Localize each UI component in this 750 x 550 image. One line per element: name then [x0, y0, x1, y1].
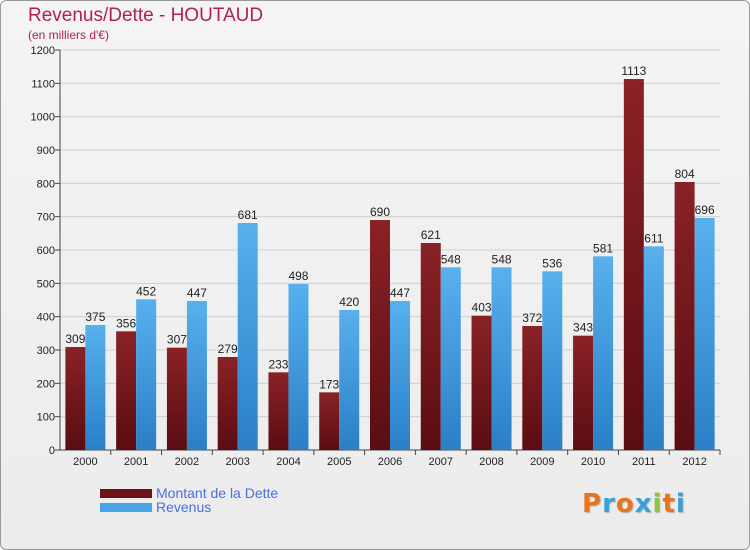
legend-label-revenus: Revenus: [156, 499, 212, 515]
y-tick-label: 1100: [31, 78, 55, 90]
data-label-dette: 690: [370, 205, 390, 219]
y-tick-label: 800: [37, 178, 55, 190]
bar-dette: [217, 357, 238, 450]
x-tick-label: 2011: [632, 456, 656, 468]
data-label-dette: 343: [573, 321, 593, 335]
x-tick-label: 2002: [175, 456, 199, 468]
data-label-dette: 173: [319, 377, 339, 391]
logo-letter: o: [615, 489, 635, 519]
x-tick-label: 2003: [225, 456, 249, 468]
bar-revenus: [186, 301, 207, 450]
y-tick-label: 0: [49, 445, 55, 457]
bar-dette: [471, 315, 492, 450]
logo-letter: i: [652, 489, 663, 519]
bar-dette: [573, 335, 594, 450]
x-tick-label: 2005: [327, 456, 351, 468]
data-label-revenus: 611: [644, 231, 663, 245]
bar-dette: [674, 182, 695, 450]
data-label-dette: 279: [218, 342, 238, 356]
bar-dette: [420, 243, 441, 450]
data-label-revenus: 447: [187, 286, 207, 300]
logo-letter: x: [634, 489, 653, 519]
data-label-dette: 804: [675, 167, 695, 181]
y-tick-label: 700: [37, 212, 55, 224]
data-label-revenus: 581: [593, 241, 613, 255]
y-tick-label: 500: [37, 278, 55, 290]
bar-revenus: [339, 310, 360, 450]
x-tick-label: 2008: [479, 456, 503, 468]
legend-swatch-dette: [100, 488, 152, 498]
data-label-revenus: 548: [492, 252, 512, 266]
y-tick-label: 100: [37, 412, 55, 424]
bar-revenus: [593, 256, 614, 450]
legend-item-revenus: Revenus: [100, 499, 278, 515]
bar-dette: [522, 326, 543, 450]
data-label-dette: 621: [421, 228, 441, 242]
y-tick-label: 300: [37, 345, 55, 357]
bar-dette: [370, 220, 390, 450]
bar-dette: [268, 372, 289, 450]
x-tick-label: 2009: [530, 456, 554, 468]
data-label-revenus: 498: [288, 269, 308, 283]
x-tick-label: 2007: [429, 456, 453, 468]
bar-revenus: [136, 299, 157, 450]
logo-letter: r: [602, 489, 616, 519]
data-label-dette: 233: [268, 357, 288, 371]
x-tick-label: 2010: [581, 456, 605, 468]
data-label-revenus: 681: [238, 208, 258, 222]
x-tick-label: 2006: [378, 456, 402, 468]
bar-dette: [65, 347, 86, 450]
bar-revenus: [288, 284, 309, 450]
y-tick-label: 900: [37, 145, 55, 157]
bar-revenus: [85, 325, 106, 450]
data-label-revenus: 447: [390, 286, 410, 300]
y-tick-label: 600: [37, 245, 55, 257]
logo-letter: P: [582, 489, 603, 519]
data-label-dette: 372: [522, 311, 542, 325]
bar-dette: [623, 79, 644, 450]
x-tick-label: 2001: [124, 456, 148, 468]
logo-letter: i: [675, 489, 686, 519]
data-label-revenus: 420: [339, 295, 359, 309]
legend-label-dette: Montant de la Dette: [156, 485, 279, 501]
bar-revenus: [491, 267, 512, 450]
bar-revenus: [694, 218, 715, 450]
logo-letter: t: [662, 489, 676, 519]
legend-swatch-revenus: [100, 502, 152, 512]
proxiti-logo: Proxiti: [582, 489, 686, 519]
data-label-dette: 403: [472, 301, 492, 315]
bar-dette: [116, 331, 137, 450]
data-label-revenus: 536: [542, 256, 562, 270]
data-label-dette: 309: [65, 332, 85, 346]
data-label-dette: 356: [116, 316, 136, 330]
bars: [65, 79, 715, 450]
chart-subtitle: (en milliers d'€): [28, 28, 109, 42]
bar-revenus: [390, 301, 410, 450]
y-tick-label: 200: [37, 378, 55, 390]
data-label-revenus: 696: [695, 203, 715, 217]
legend: Montant de la Dette Revenus: [100, 485, 279, 515]
bar-revenus: [542, 271, 563, 450]
data-label-revenus: 548: [441, 252, 461, 266]
data-label-dette: 1113: [621, 64, 646, 78]
data-label-revenus: 375: [85, 310, 105, 324]
x-tick-label: 2012: [682, 456, 706, 468]
y-tick-label: 1000: [31, 112, 55, 124]
data-label-dette: 307: [167, 333, 187, 347]
legend-item-dette: Montant de la Dette: [100, 485, 279, 501]
labels: 0 100 200 300 400 500 600 700 800 900 1000 1100 1200…: [31, 45, 715, 468]
bar-revenus: [237, 223, 258, 450]
bar-revenus: [643, 246, 664, 450]
data-label-revenus: 452: [136, 284, 156, 298]
y-tick-label: 400: [37, 312, 55, 324]
bar-revenus: [440, 267, 461, 450]
x-tick-label: 2000: [73, 456, 97, 468]
y-tick-label: 1200: [31, 45, 55, 57]
bar-dette: [319, 392, 340, 450]
chart-title: Revenus/Dette - HOUTAUD: [28, 5, 264, 26]
x-tick-label: 2004: [276, 456, 300, 468]
bar-dette: [166, 347, 187, 450]
